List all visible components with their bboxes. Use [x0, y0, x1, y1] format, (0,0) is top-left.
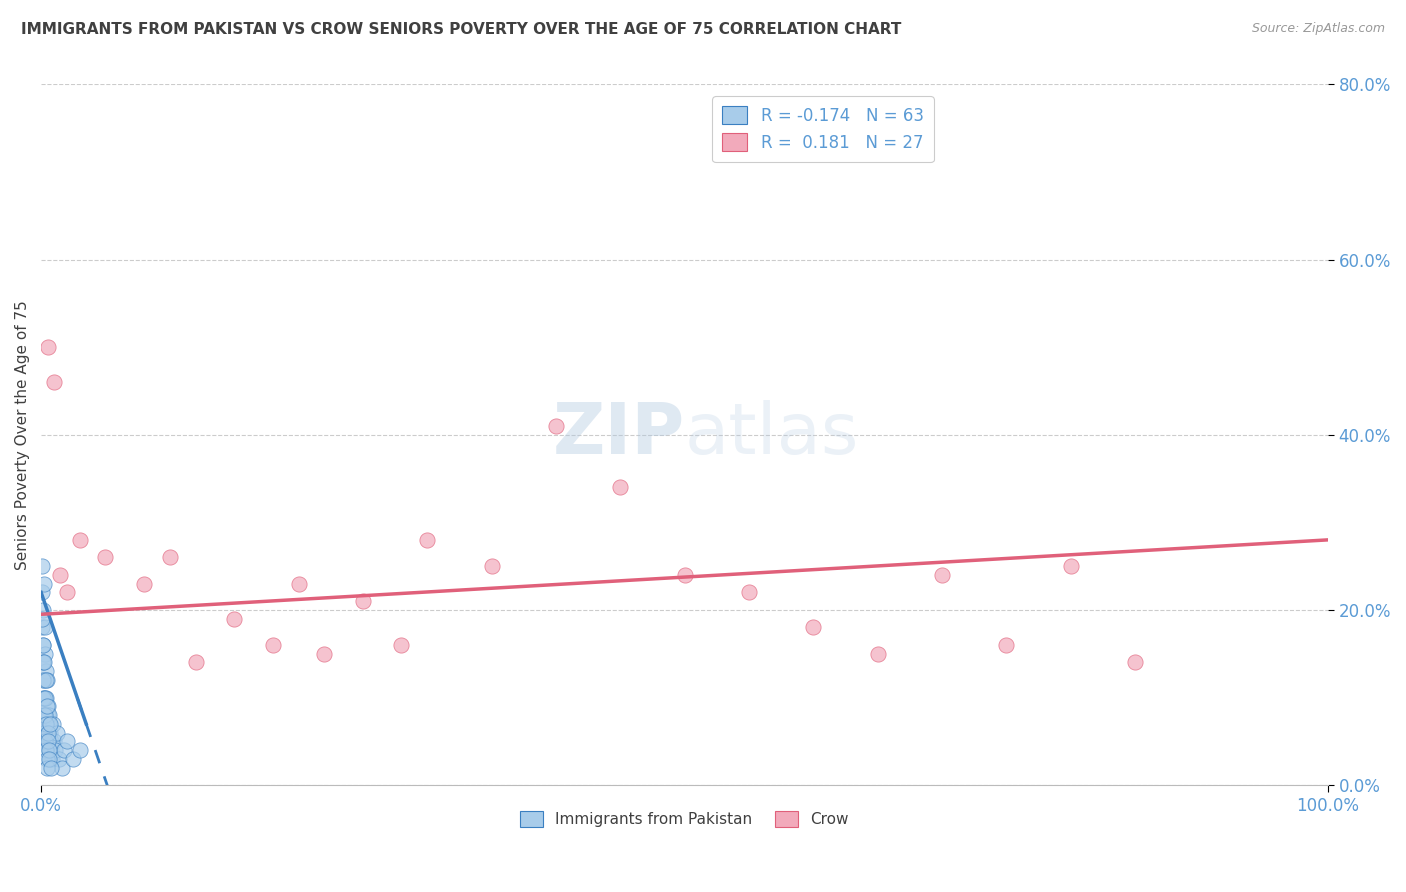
Point [94, 550, 117, 565]
Point [41, 761, 63, 775]
Point [866, 647, 889, 661]
Point [38, 708, 60, 723]
Point [32, 603, 55, 617]
Point [35, 699, 58, 714]
Point [42, 375, 65, 389]
Point [995, 638, 1018, 652]
Point [37, 708, 59, 723]
Point [31, 559, 53, 574]
Point [35, 673, 58, 687]
Point [35, 716, 58, 731]
Text: Source: ZipAtlas.com: Source: ZipAtlas.com [1251, 22, 1385, 36]
Point [45, 725, 67, 739]
Point [35, 690, 58, 705]
Legend: Immigrants from Pakistan, Crow: Immigrants from Pakistan, Crow [515, 805, 855, 833]
Text: ZIP: ZIP [553, 401, 685, 469]
Point [42, 734, 65, 748]
Point [49, 568, 72, 582]
Point [931, 568, 953, 582]
Point [132, 576, 155, 591]
Point [609, 480, 631, 494]
Text: atlas: atlas [685, 401, 859, 469]
Point [34, 734, 56, 748]
Point [738, 585, 761, 599]
Point [32, 638, 55, 652]
Point [31, 656, 53, 670]
Point [34, 690, 56, 705]
Point [35, 725, 58, 739]
Point [37, 699, 59, 714]
Point [35, 752, 58, 766]
Point [224, 612, 246, 626]
Point [34, 673, 56, 687]
Point [1060, 559, 1083, 574]
Point [39, 725, 62, 739]
Point [38, 752, 60, 766]
Point [31, 620, 53, 634]
Point [481, 559, 503, 574]
Point [32, 673, 55, 687]
Point [391, 638, 413, 652]
Point [352, 594, 374, 608]
Point [37, 761, 59, 775]
Point [62, 752, 84, 766]
Point [44, 743, 66, 757]
Point [184, 656, 207, 670]
Point [544, 419, 567, 434]
Point [56, 734, 79, 748]
Point [53, 743, 76, 757]
Point [34, 620, 56, 634]
Point [56, 585, 79, 599]
Point [35, 743, 58, 757]
Point [37, 734, 59, 748]
Point [38, 752, 60, 766]
Point [37, 725, 59, 739]
Point [38, 716, 60, 731]
Point [32, 638, 55, 652]
Point [48, 752, 70, 766]
Point [31, 585, 53, 599]
Point [32, 656, 55, 670]
Point [34, 665, 56, 679]
Point [31, 612, 53, 626]
Point [1123, 656, 1146, 670]
Point [41, 734, 63, 748]
Point [34, 673, 56, 687]
Point [673, 568, 696, 582]
Point [37, 734, 59, 748]
Y-axis label: Seniors Poverty Over the Age of 75: Seniors Poverty Over the Age of 75 [15, 300, 30, 570]
Point [34, 708, 56, 723]
Point [32, 576, 55, 591]
Point [34, 647, 56, 661]
Point [69, 743, 91, 757]
Point [416, 533, 439, 547]
Point [51, 761, 73, 775]
Point [39, 716, 62, 731]
Point [32, 690, 55, 705]
Point [34, 708, 56, 723]
Point [314, 647, 336, 661]
Point [37, 725, 59, 739]
Point [38, 734, 60, 748]
Text: IMMIGRANTS FROM PAKISTAN VS CROW SENIORS POVERTY OVER THE AGE OF 75 CORRELATION : IMMIGRANTS FROM PAKISTAN VS CROW SENIORS… [21, 22, 901, 37]
Point [159, 550, 181, 565]
Point [35, 716, 58, 731]
Point [287, 576, 309, 591]
Point [32, 690, 55, 705]
Point [34, 725, 56, 739]
Point [32, 708, 55, 723]
Point [801, 620, 824, 634]
Point [69, 533, 91, 547]
Point [38, 743, 60, 757]
Point [31, 656, 53, 670]
Point [262, 638, 284, 652]
Point [38, 743, 60, 757]
Point [41, 716, 63, 731]
Point [37, 340, 59, 354]
Point [39, 743, 62, 757]
Point [41, 752, 63, 766]
